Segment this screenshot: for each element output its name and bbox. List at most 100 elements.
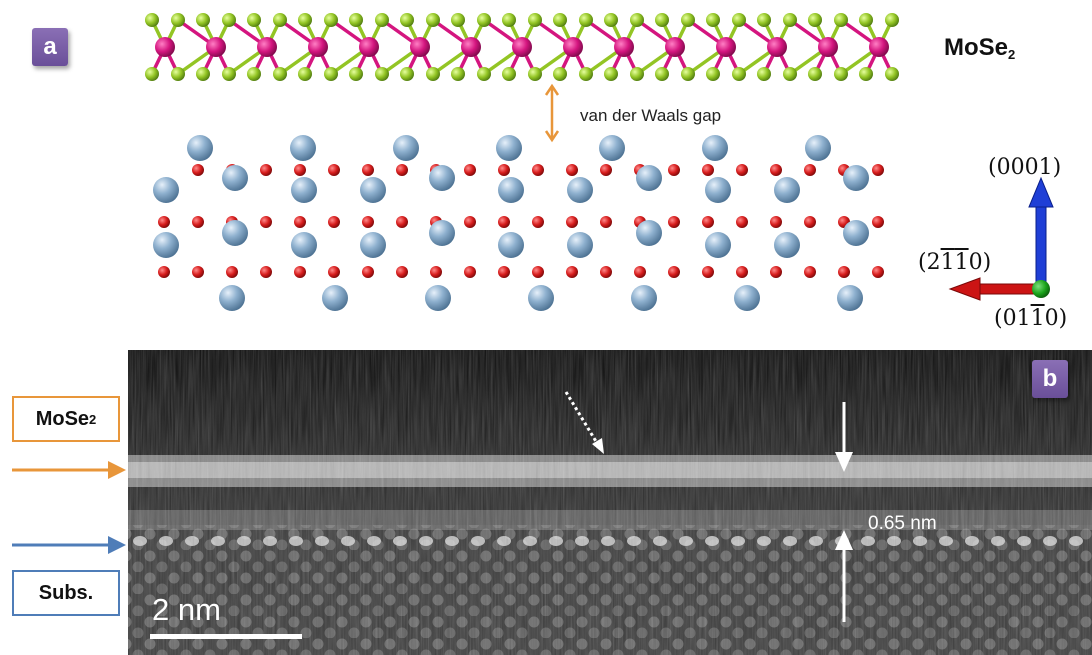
oxygen-atom (804, 164, 816, 176)
se-atom (222, 67, 236, 81)
oxygen-atom (736, 266, 748, 278)
metal-atom (393, 135, 419, 161)
se-atom (630, 67, 644, 81)
oxygen-atom (600, 164, 612, 176)
metal-atom (498, 232, 524, 258)
se-atom (426, 67, 440, 81)
se-atom (655, 13, 669, 27)
mo-atom (869, 37, 889, 57)
oxygen-atom (770, 216, 782, 228)
se-atom (528, 13, 542, 27)
oxygen-atom (294, 216, 306, 228)
se-atom (681, 13, 695, 27)
se-atom (375, 67, 389, 81)
se-atom (630, 13, 644, 27)
se-atom (247, 67, 261, 81)
mose2-pointer-arrow (12, 461, 126, 479)
mose2-crystal-layer (145, 13, 899, 81)
metal-atom (360, 177, 386, 203)
oxygen-atom (260, 164, 272, 176)
oxygen-atom (464, 164, 476, 176)
metal-atom (496, 135, 522, 161)
oxygen-atom (260, 266, 272, 278)
oxygen-atom (396, 266, 408, 278)
se-atom (808, 13, 822, 27)
metal-atom (153, 177, 179, 203)
se-atom (579, 67, 593, 81)
substrate-crystal (153, 135, 884, 311)
metal-atom (705, 232, 731, 258)
metal-atom (567, 177, 593, 203)
se-atom (324, 67, 338, 81)
vdw-gap-arrow (544, 83, 560, 143)
metal-atom (774, 232, 800, 258)
metal-atom (774, 177, 800, 203)
oxygen-atom (464, 216, 476, 228)
oxygen-atom (498, 216, 510, 228)
mose2-title: MoSe2 (944, 34, 1015, 62)
mose2-layer-box: MoSe 2 (12, 396, 120, 442)
oxygen-atom (498, 164, 510, 176)
se-atom (477, 13, 491, 27)
se-atom (400, 13, 414, 27)
mo-atom (818, 37, 838, 57)
metal-atom (805, 135, 831, 161)
oxygen-atom (532, 216, 544, 228)
oxygen-atom (430, 266, 442, 278)
se-atom (298, 13, 312, 27)
metal-atom (705, 177, 731, 203)
axis-0110-d4: 0 (1044, 306, 1059, 331)
axis-2110-d3: 1 (954, 250, 969, 275)
oxygen-atom (464, 266, 476, 278)
oxygen-atom (736, 164, 748, 176)
oxygen-atom (362, 266, 374, 278)
oxygen-atom (634, 266, 646, 278)
metal-atom (837, 285, 863, 311)
axis-2110-d4: 0 (968, 250, 983, 275)
se-atom (732, 67, 746, 81)
se-atom (196, 13, 210, 27)
se-atom (502, 67, 516, 81)
spacing-arrows (835, 402, 853, 622)
oxygen-atom (328, 164, 340, 176)
oxygen-atom (872, 164, 884, 176)
se-atom (885, 67, 899, 81)
oxygen-atom (192, 216, 204, 228)
se-atom (553, 13, 567, 27)
mo-atom (206, 37, 226, 57)
se-atom (451, 67, 465, 81)
oxygen-atom (396, 216, 408, 228)
mo-atom (359, 37, 379, 57)
se-atom (834, 67, 848, 81)
panel-a-badge: a (32, 28, 68, 66)
se-atom (579, 13, 593, 27)
se-atom (757, 13, 771, 27)
se-atom (247, 13, 261, 27)
mose2-box-text: MoSe (35, 407, 90, 430)
se-atom (324, 13, 338, 27)
oxygen-atom (362, 164, 374, 176)
oxygen-atom (702, 266, 714, 278)
metal-atom (636, 220, 662, 246)
oxygen-atom (294, 266, 306, 278)
se-atom (808, 67, 822, 81)
oxygen-atom (600, 216, 612, 228)
oxygen-atom (804, 266, 816, 278)
se-atom (375, 13, 389, 27)
axis-2110-d2: 1 (940, 250, 955, 275)
se-atom (681, 67, 695, 81)
mo-atom (563, 37, 583, 57)
metal-atom (843, 165, 869, 191)
mo-atom (512, 37, 532, 57)
metal-atom (528, 285, 554, 311)
se-atom (349, 13, 363, 27)
se-atom (757, 67, 771, 81)
mose2-box-subscript: 2 (89, 411, 97, 427)
axis-0110-d3: 1 (1030, 306, 1045, 331)
se-atom (655, 67, 669, 81)
spacing-label: 0.65 nm (868, 513, 937, 534)
metal-atom (498, 177, 524, 203)
oxygen-atom (532, 266, 544, 278)
panel-b-badge: b (1032, 360, 1068, 398)
